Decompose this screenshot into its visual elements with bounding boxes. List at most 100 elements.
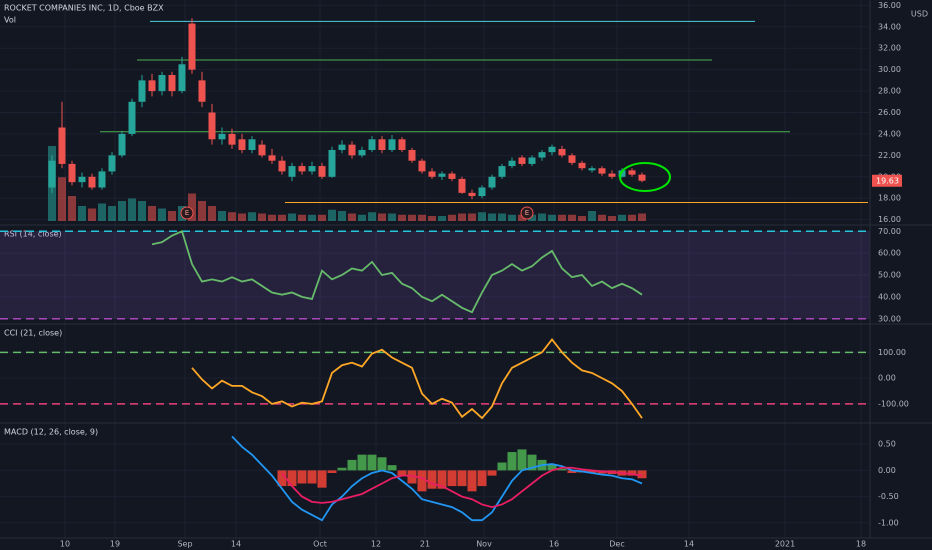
volume-bar <box>158 208 166 221</box>
volume-bar <box>68 196 76 221</box>
volume-bar <box>598 214 606 221</box>
candle-body <box>278 160 286 172</box>
x-tick-label: 12 <box>371 540 381 549</box>
annotation-circle <box>619 162 671 192</box>
candle-body <box>108 155 116 172</box>
y-tick-label: 40.00 <box>878 292 901 301</box>
panel-title: RSI (14, close) <box>4 230 62 239</box>
candle-body <box>398 139 406 150</box>
candle-body <box>498 166 506 177</box>
histogram-bar <box>557 468 567 471</box>
volume-bar <box>398 214 406 221</box>
histogram-bar <box>317 470 327 488</box>
histogram-bar <box>627 470 637 476</box>
y-tick-label: 0.50 <box>878 440 896 449</box>
volume-bar <box>608 216 616 221</box>
x-tick-label: 2021 <box>775 540 795 549</box>
candle-body <box>68 163 76 183</box>
candle-body <box>528 157 536 164</box>
volume-bar <box>518 214 526 221</box>
candle-body <box>548 146 556 153</box>
volume-bar <box>528 214 536 221</box>
candle-body <box>608 173 616 177</box>
y-tick-label: 70.00 <box>878 227 901 236</box>
candle-body <box>638 174 646 181</box>
volume-bar <box>268 214 276 221</box>
volume-bar <box>458 213 466 221</box>
histogram-bar <box>487 470 497 476</box>
candle-body <box>88 176 96 188</box>
currency-label: USD <box>911 10 928 19</box>
histogram-bar <box>447 470 457 487</box>
earnings-marker <box>180 206 194 220</box>
candle-body <box>78 176 86 183</box>
volume-bar <box>418 214 426 221</box>
histogram-bar <box>297 470 307 484</box>
candle-body <box>358 150 366 156</box>
volume-bar <box>388 213 396 221</box>
histogram-bar <box>497 462 507 471</box>
volume-bar <box>128 198 136 221</box>
histogram-bar <box>477 470 487 487</box>
candle-body <box>58 127 66 164</box>
volume-bar <box>318 214 326 221</box>
x-tick-label: 19 <box>110 540 120 549</box>
candle-body <box>458 178 466 193</box>
volume-bar <box>288 213 296 221</box>
candle-body <box>48 160 56 188</box>
x-tick-label: 16 <box>549 540 559 549</box>
volume-bar <box>628 214 636 221</box>
last-price-box <box>872 174 902 187</box>
candle-body <box>158 75 166 92</box>
volume-bar <box>98 203 106 221</box>
volume-bar <box>438 216 446 221</box>
histogram-bar <box>527 454 537 471</box>
volume-bar <box>168 211 176 221</box>
histogram-bar <box>637 470 647 479</box>
macd-line <box>281 466 643 509</box>
x-tick-label: 21 <box>420 540 430 549</box>
panel-title: MACD (12, 26, close, 9) <box>4 428 98 437</box>
volume-bar <box>338 211 346 221</box>
volume-bar <box>358 214 366 221</box>
earnings-label: E <box>525 209 529 217</box>
volume-bar <box>208 206 216 221</box>
y-tick-label: 18.00 <box>878 194 901 203</box>
candle-body <box>408 150 416 161</box>
candle-body <box>538 152 546 158</box>
histogram-bar <box>507 452 517 471</box>
histogram-bar <box>347 459 357 471</box>
candle-body <box>468 192 476 197</box>
y-tick-label: 24.00 <box>878 129 901 138</box>
y-tick-label: 50.00 <box>878 271 901 280</box>
y-tick-label: 60.00 <box>878 249 901 258</box>
histogram-bar <box>547 464 557 471</box>
y-tick-label: -0.50 <box>878 492 899 501</box>
candle-body <box>328 150 336 177</box>
volume-bar <box>408 214 416 221</box>
y-tick-label: -1.00 <box>878 518 899 527</box>
y-tick-label: 26.00 <box>878 108 901 117</box>
candle-body <box>488 176 496 188</box>
candle-body <box>318 166 326 177</box>
volume-bar <box>248 212 256 221</box>
y-tick-label: 0.00 <box>878 374 896 383</box>
volume-bar <box>428 216 436 221</box>
x-tick-label: 14 <box>231 540 241 549</box>
candle-body <box>218 133 226 140</box>
volume-bar <box>228 212 236 221</box>
candle-body <box>598 168 606 174</box>
candle-body <box>98 171 106 188</box>
candle-body <box>198 80 206 102</box>
candle-body <box>238 139 246 150</box>
volume-bar <box>508 214 516 221</box>
candle-body <box>388 139 396 150</box>
volume-bar <box>78 206 86 221</box>
y-tick-label: -100.00 <box>878 399 909 408</box>
y-tick-label: 0.00 <box>878 466 896 475</box>
candle-body <box>478 187 486 197</box>
candle-body <box>188 23 196 70</box>
y-tick-label: 36.00 <box>878 1 901 10</box>
histogram-bar <box>567 470 577 474</box>
